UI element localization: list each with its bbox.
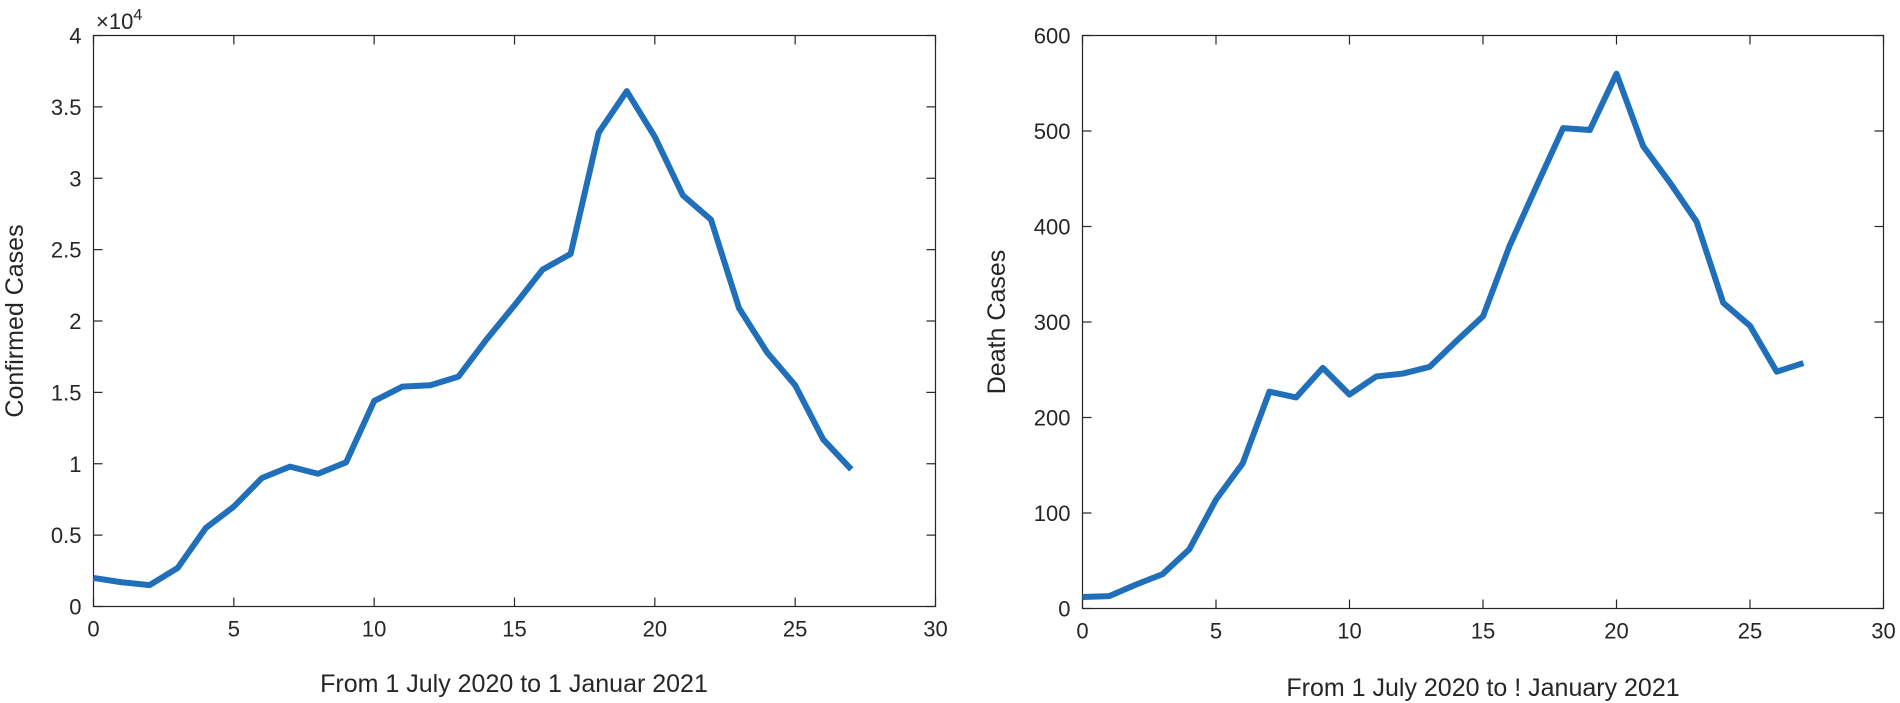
confirmed-cases-series-line: [93, 88, 854, 589]
x-axis-label: From 1 July 2020 to 1 Januar 2021: [320, 670, 708, 698]
x-tick-label: 25: [783, 617, 807, 642]
confirmed-cases-chart: 0 5 10 15 20 25 30 00.511.522.533.54 ×104 From…: [1, 7, 948, 698]
y-axis: 0 0.5 1 1.5 2 2.5 3 3.5 4: [51, 24, 936, 620]
y-tick-label: 3: [69, 166, 81, 191]
y-tick-label: 0: [69, 595, 81, 620]
y-tick-label: 400: [1034, 215, 1071, 240]
x-tick-label: 5: [1210, 619, 1222, 644]
x-tick-label: 10: [362, 617, 386, 642]
x-tick-label: 30: [1871, 619, 1895, 644]
y-axis-label: Confirmed Cases: [1, 224, 29, 417]
x-tick-label: 10: [1337, 619, 1361, 644]
axis-multiplier-exponent: 4: [133, 7, 142, 24]
x-axis: 0 5 10 15 20 25 30: [87, 35, 948, 642]
x-tick-label: 0: [1076, 619, 1088, 644]
x-tick-label: 15: [502, 617, 526, 642]
y-axis-label: Death Cases: [983, 250, 1011, 395]
axis-multiplier-base: ×10: [96, 9, 133, 34]
y-tick-label: 1: [69, 452, 81, 477]
death-cases-chart: 0 5 10 15 20 25 30 0 100 200 300 400 500 600 From 1 …: [983, 24, 1896, 703]
y-tick-label: 200: [1034, 406, 1071, 431]
x-tick-label: 20: [643, 617, 667, 642]
x-axis: 0 5 10 15 20 25 30: [1076, 35, 1896, 644]
y-tick-label: 100: [1034, 501, 1071, 526]
x-tick-label: 30: [923, 617, 947, 642]
x-axis-label: From 1 July 2020 to ! January 2021: [1286, 674, 1679, 702]
y-tick-label: 300: [1034, 310, 1071, 335]
x-tick-label: 5: [228, 617, 240, 642]
death-cases-series-line: [1082, 70, 1805, 601]
y-tick-label: 500: [1034, 119, 1071, 144]
y-tick-label: 1.5: [51, 380, 82, 405]
y-axis: 0 100 200 300 400 500 600: [1034, 24, 1884, 622]
y-tick-label: 4: [69, 24, 81, 49]
x-tick-label: 25: [1738, 619, 1762, 644]
y-tick-label: 600: [1034, 24, 1071, 49]
y-tick-label: 0: [1058, 597, 1070, 622]
y-tick-label: 0.5: [51, 523, 82, 548]
x-tick-label: 15: [1471, 619, 1495, 644]
axis-multiplier: ×104: [96, 7, 142, 34]
y-tick-label: 2: [69, 309, 81, 334]
y-tick-label: 3.5: [51, 95, 82, 120]
x-tick-label: 20: [1604, 619, 1628, 644]
x-tick-label: 0: [87, 617, 99, 642]
y-tick-label: 2.5: [51, 238, 82, 263]
